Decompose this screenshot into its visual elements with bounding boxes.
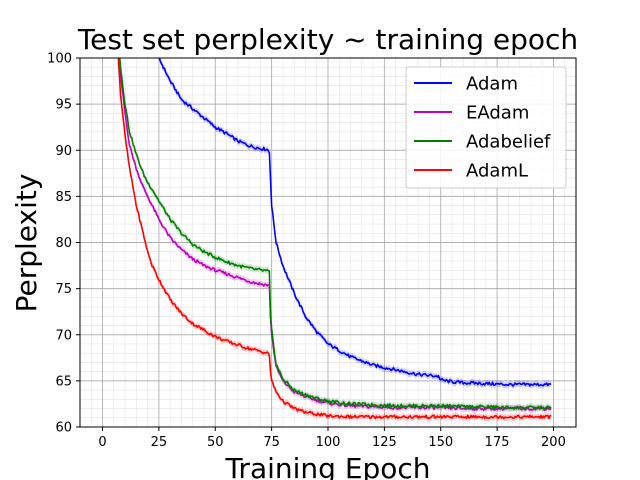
y-tick-label: 90 (55, 144, 72, 159)
y-tick-label: 85 (55, 190, 72, 205)
legend-label: EAdam (466, 103, 529, 124)
y-axis-label: Perplexity (10, 174, 43, 313)
y-tick-label: 60 (55, 421, 72, 436)
legend: Adam EAdam Adabelief AdamL (405, 66, 567, 189)
series-layer (117, 58, 552, 422)
x-axis-label: Training Epoch (224, 452, 430, 480)
x-tick-label: 150 (428, 435, 453, 450)
x-tick-label: 75 (263, 435, 280, 450)
y-tick-label: 80 (55, 236, 72, 251)
legend-box (405, 66, 567, 189)
axis-ticks: 0 25 50 75 100 125 150 175 200 60 65 70 75 80 85 90 95 10… (47, 52, 566, 451)
y-tick-label: 70 (55, 328, 72, 343)
chart-title: Test set perplexity ~ training epoch (77, 23, 578, 56)
y-tick-label: 65 (55, 374, 72, 389)
x-tick-label: 25 (151, 435, 168, 450)
y-tick-label: 95 (55, 98, 72, 113)
legend-label: AdamL (466, 161, 528, 182)
series-line (158, 58, 552, 387)
x-tick-label: 50 (207, 435, 224, 450)
legend-label: Adabelief (466, 132, 551, 153)
x-tick-label: 0 (98, 435, 106, 450)
series-line (118, 58, 552, 410)
x-tick-label: 200 (541, 435, 566, 450)
series-line (117, 58, 552, 420)
x-tick-label: 175 (485, 435, 510, 450)
x-tick-label: 125 (372, 435, 397, 450)
y-tick-label: 100 (47, 52, 72, 67)
legend-label: Adam (466, 74, 518, 95)
y-tick-label: 75 (55, 282, 72, 297)
x-tick-label: 100 (316, 435, 341, 450)
